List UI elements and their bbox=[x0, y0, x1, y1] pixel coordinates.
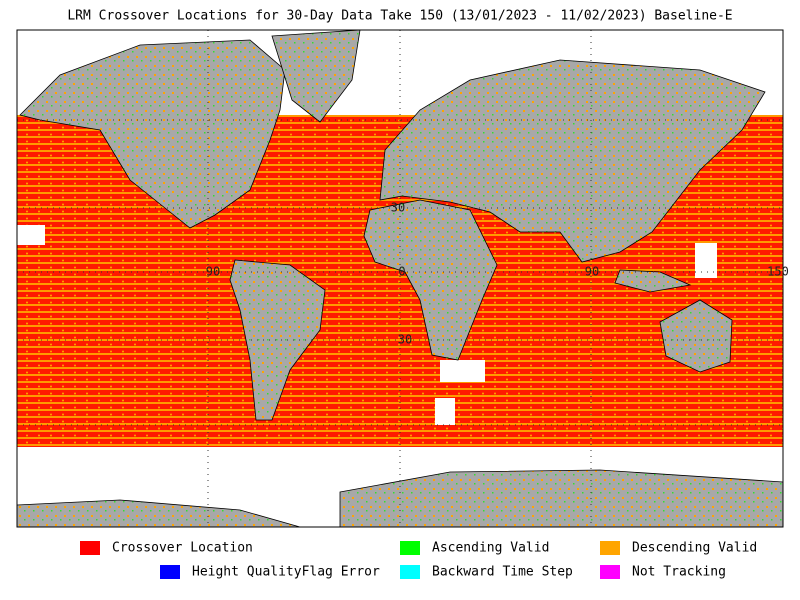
graticule-label: 90 bbox=[206, 265, 220, 279]
legend-label: Backward Time Step bbox=[432, 565, 573, 580]
legend-swatch bbox=[600, 565, 620, 579]
graticule-label: 30 bbox=[398, 333, 412, 347]
map-title: LRM Crossover Locations for 30-Day Data … bbox=[67, 9, 732, 24]
graticule-label: 0 bbox=[398, 265, 405, 279]
graticule bbox=[17, 30, 783, 527]
map-frame bbox=[16, 29, 784, 528]
graticule-label: 90 bbox=[585, 265, 599, 279]
continents bbox=[17, 30, 783, 527]
map bbox=[17, 30, 783, 527]
legend-swatch bbox=[80, 541, 100, 555]
legend-label: Crossover Location bbox=[112, 541, 253, 556]
legend-label: Not Tracking bbox=[632, 565, 726, 580]
graticule-label: 30 bbox=[391, 201, 405, 215]
legend-swatch bbox=[600, 541, 620, 555]
legend-swatch bbox=[400, 565, 420, 579]
legend-label: Ascending Valid bbox=[432, 541, 549, 556]
legend-label: Height QualityFlag Error bbox=[192, 565, 380, 580]
legend-label: Descending Valid bbox=[632, 541, 757, 556]
legend-swatch bbox=[400, 541, 420, 555]
graticule-label: 150 bbox=[767, 265, 789, 279]
legend-swatch bbox=[160, 565, 180, 579]
